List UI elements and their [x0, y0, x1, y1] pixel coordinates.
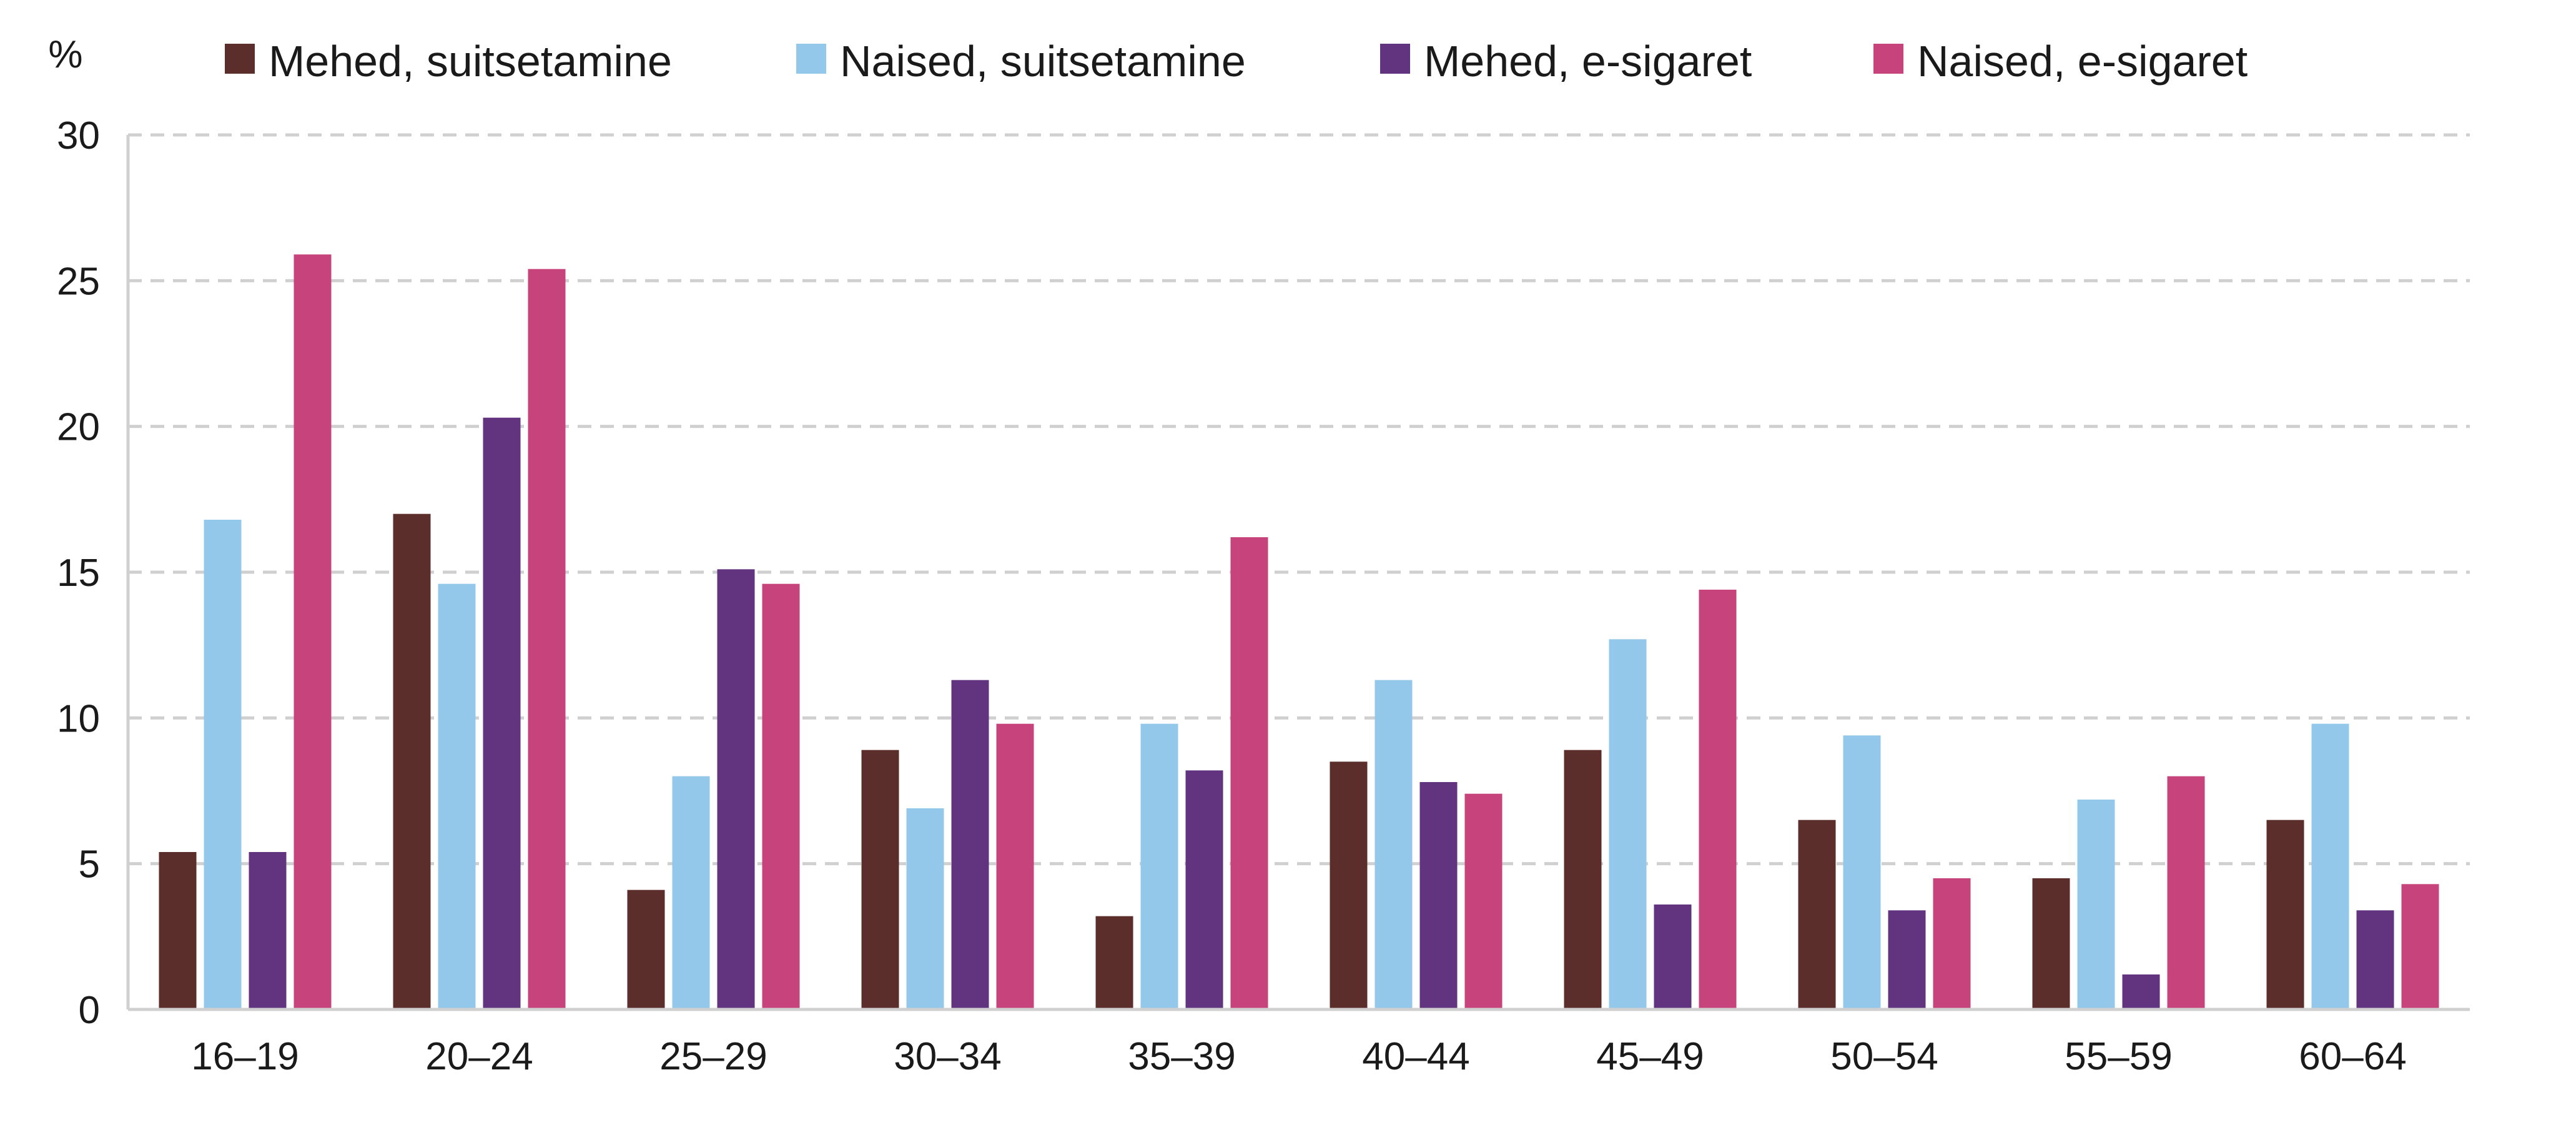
y-tick-label: 10 — [57, 697, 100, 740]
gridlines — [128, 133, 2470, 866]
y-tick-label: 5 — [79, 843, 100, 886]
legend-swatch-3 — [1380, 44, 1410, 74]
bar-2-1 — [204, 520, 242, 1009]
bar-3-9 — [2122, 974, 2160, 1009]
legend-swatch-1 — [225, 44, 255, 74]
bar-4-9 — [2167, 776, 2205, 1009]
y-tick-label: 0 — [79, 989, 100, 1032]
legend-label-2: Naised, suitsetamine — [840, 37, 1246, 86]
bar-1-9 — [2032, 878, 2070, 1009]
legend-label-1: Mehed, suitsetamine — [269, 37, 672, 86]
x-tick-label: 30–34 — [894, 1035, 1001, 1078]
bar-4-2 — [528, 269, 566, 1010]
x-tick-label: 45–49 — [1596, 1035, 1704, 1078]
bar-1-8 — [1798, 820, 1836, 1009]
bar-2-3 — [672, 776, 710, 1009]
legend: Mehed, suitsetamine Naised, suitsetamine M… — [225, 37, 2248, 86]
x-tick-label: 35–39 — [1128, 1035, 1235, 1078]
x-tick-label: 50–54 — [1830, 1035, 1938, 1078]
x-tick-label: 60–64 — [2299, 1035, 2406, 1078]
bar-3-8 — [1888, 910, 1926, 1009]
y-tick-label: 15 — [57, 552, 100, 595]
bar-2-9 — [2077, 800, 2115, 1009]
bar-3-1 — [249, 852, 287, 1009]
bar-1-3 — [627, 890, 665, 1009]
bar-4-1 — [294, 254, 332, 1009]
legend-label-3: Mehed, e-sigaret — [1424, 37, 1752, 86]
bars — [159, 254, 2439, 1010]
bar-4-7 — [1699, 590, 1737, 1009]
y-tick-label: 20 — [57, 406, 100, 449]
axes: 0 5 10 15 20 25 30 16–19 20–24 25–29 30–34 35–39 40–… — [57, 114, 2470, 1078]
bar-4-6 — [1464, 793, 1503, 1009]
bar-4-8 — [1933, 878, 1971, 1009]
bar-4-3 — [762, 583, 800, 1009]
legend-label-4: Naised, e-sigaret — [1917, 37, 2248, 86]
bar-3-6 — [1419, 782, 1458, 1009]
bar-1-4 — [861, 750, 899, 1009]
bar-3-10 — [2356, 910, 2394, 1009]
bar-1-1 — [159, 852, 197, 1009]
x-tick-label: 16–19 — [191, 1035, 299, 1078]
legend-swatch-4 — [1873, 44, 1903, 74]
bar-2-6 — [1374, 680, 1413, 1009]
bar-1-2 — [393, 513, 431, 1009]
bar-2-4 — [906, 808, 944, 1009]
y-tick-label: 25 — [57, 260, 100, 303]
bar-3-3 — [717, 569, 755, 1009]
x-tick-label: 55–59 — [2065, 1035, 2172, 1078]
bar-4-10 — [2401, 884, 2439, 1009]
bar-4-5 — [1230, 537, 1268, 1009]
bar-2-7 — [1609, 639, 1647, 1009]
x-tick-label: 20–24 — [425, 1035, 533, 1078]
bar-1-6 — [1330, 761, 1368, 1009]
bar-2-8 — [1843, 735, 1881, 1009]
bar-3-2 — [483, 417, 521, 1009]
x-tick-label: 40–44 — [1362, 1035, 1469, 1078]
bar-2-2 — [438, 583, 476, 1009]
y-tick-label: 30 — [57, 114, 100, 157]
bar-2-10 — [2311, 723, 2349, 1009]
bar-3-4 — [951, 680, 989, 1009]
bar-1-10 — [2266, 820, 2304, 1009]
bar-3-7 — [1654, 904, 1692, 1009]
x-tick-label: 25–29 — [659, 1035, 767, 1078]
bar-1-7 — [1564, 750, 1602, 1009]
y-axis-unit-label: % — [48, 33, 82, 76]
bar-1-5 — [1095, 916, 1133, 1009]
bar-3-5 — [1185, 770, 1223, 1009]
legend-swatch-2 — [796, 44, 826, 74]
bar-4-4 — [996, 723, 1034, 1009]
bar-2-5 — [1140, 723, 1178, 1009]
